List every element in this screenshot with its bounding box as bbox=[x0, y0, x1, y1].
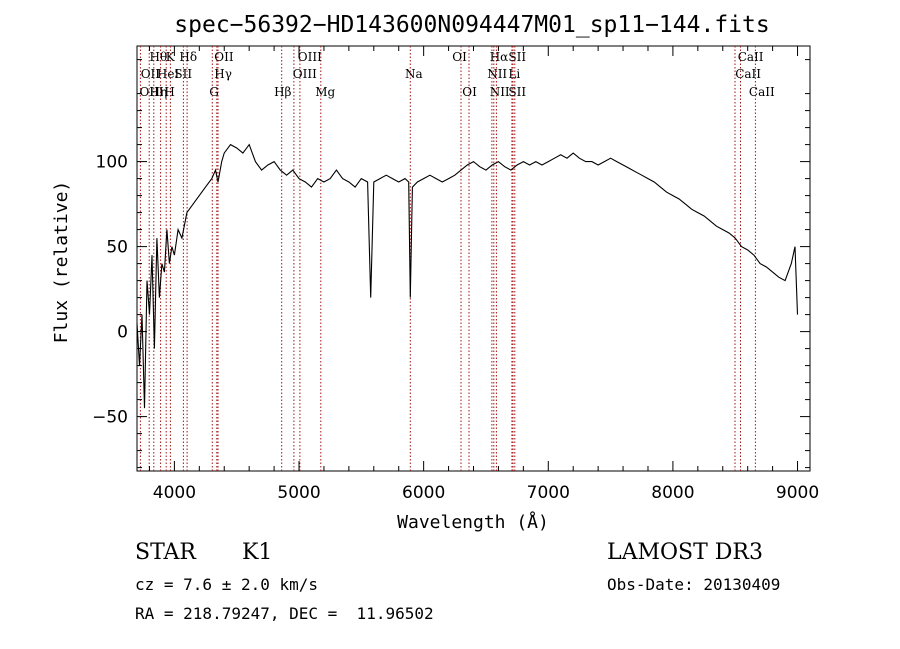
line-label: G bbox=[209, 85, 219, 99]
x-axis-title: Wavelength (Å) bbox=[397, 511, 549, 533]
line-label: OIII bbox=[293, 67, 317, 81]
line-marker-group bbox=[139, 46, 756, 471]
survey-name: LAMOST DR3 bbox=[607, 540, 763, 565]
line-label: Mg bbox=[315, 85, 335, 99]
line-label: OI bbox=[452, 50, 467, 64]
x-tick-label: 7000 bbox=[527, 483, 570, 503]
sky-coordinates: RA = 218.79247, DEC = 11.96502 bbox=[135, 604, 434, 623]
y-tick-label: 0 bbox=[117, 323, 128, 343]
line-label: OII bbox=[214, 50, 234, 64]
observation-date: Obs-Date: 20130409 bbox=[607, 575, 781, 594]
x-tick-label: 9000 bbox=[776, 483, 819, 503]
line-label: SII bbox=[508, 50, 526, 64]
line-label: SII bbox=[174, 67, 192, 81]
line-label: Hδ bbox=[179, 50, 197, 64]
line-label: K bbox=[166, 50, 176, 64]
line-label: CaII bbox=[738, 50, 764, 64]
object-class: STAR bbox=[135, 540, 196, 565]
line-label: NII bbox=[487, 67, 507, 81]
axis-ticks bbox=[137, 46, 810, 471]
object-subclass: K1 bbox=[242, 540, 273, 565]
line-label: OII bbox=[141, 67, 161, 81]
line-label: CaII bbox=[735, 67, 761, 81]
y-tick-label: 50 bbox=[106, 238, 128, 258]
spectrum-line bbox=[136, 143, 799, 409]
redshift-velocity: cz = 7.6 ± 2.0 km/s bbox=[135, 575, 319, 594]
y-tick-label: −50 bbox=[92, 408, 128, 428]
line-label: Hη bbox=[150, 85, 168, 99]
line-label: HeI bbox=[157, 67, 180, 81]
line-label: Hα bbox=[490, 50, 509, 64]
y-axis-title: Flux (relative) bbox=[51, 181, 72, 344]
line-label: Hβ bbox=[274, 85, 291, 99]
x-tick-label: 5000 bbox=[277, 483, 320, 503]
line-label: CaII bbox=[749, 85, 775, 99]
line-label: OIII bbox=[298, 50, 322, 64]
line-label: Na bbox=[405, 67, 423, 81]
plot-frame bbox=[136, 45, 811, 472]
line-label: H bbox=[164, 85, 174, 99]
line-label: Li bbox=[508, 67, 520, 81]
line-label: Hγ bbox=[214, 67, 232, 81]
y-tick-label: 100 bbox=[96, 153, 128, 173]
x-tick-label: 4000 bbox=[153, 483, 196, 503]
axis-tick-labels: 4000 5000 6000 7000 8000 9000 −50 0 50 100 bbox=[92, 153, 819, 503]
chart-title: spec−56392−HD143600N094447M01_sp11−144.f… bbox=[174, 12, 769, 38]
line-label: OI bbox=[462, 85, 477, 99]
line-label: Hθ bbox=[150, 50, 168, 64]
line-label: NII bbox=[490, 85, 510, 99]
x-tick-label: 6000 bbox=[402, 483, 445, 503]
line-label: SII bbox=[508, 85, 526, 99]
line-label: OIII bbox=[140, 85, 164, 99]
x-tick-label: 8000 bbox=[651, 483, 694, 503]
